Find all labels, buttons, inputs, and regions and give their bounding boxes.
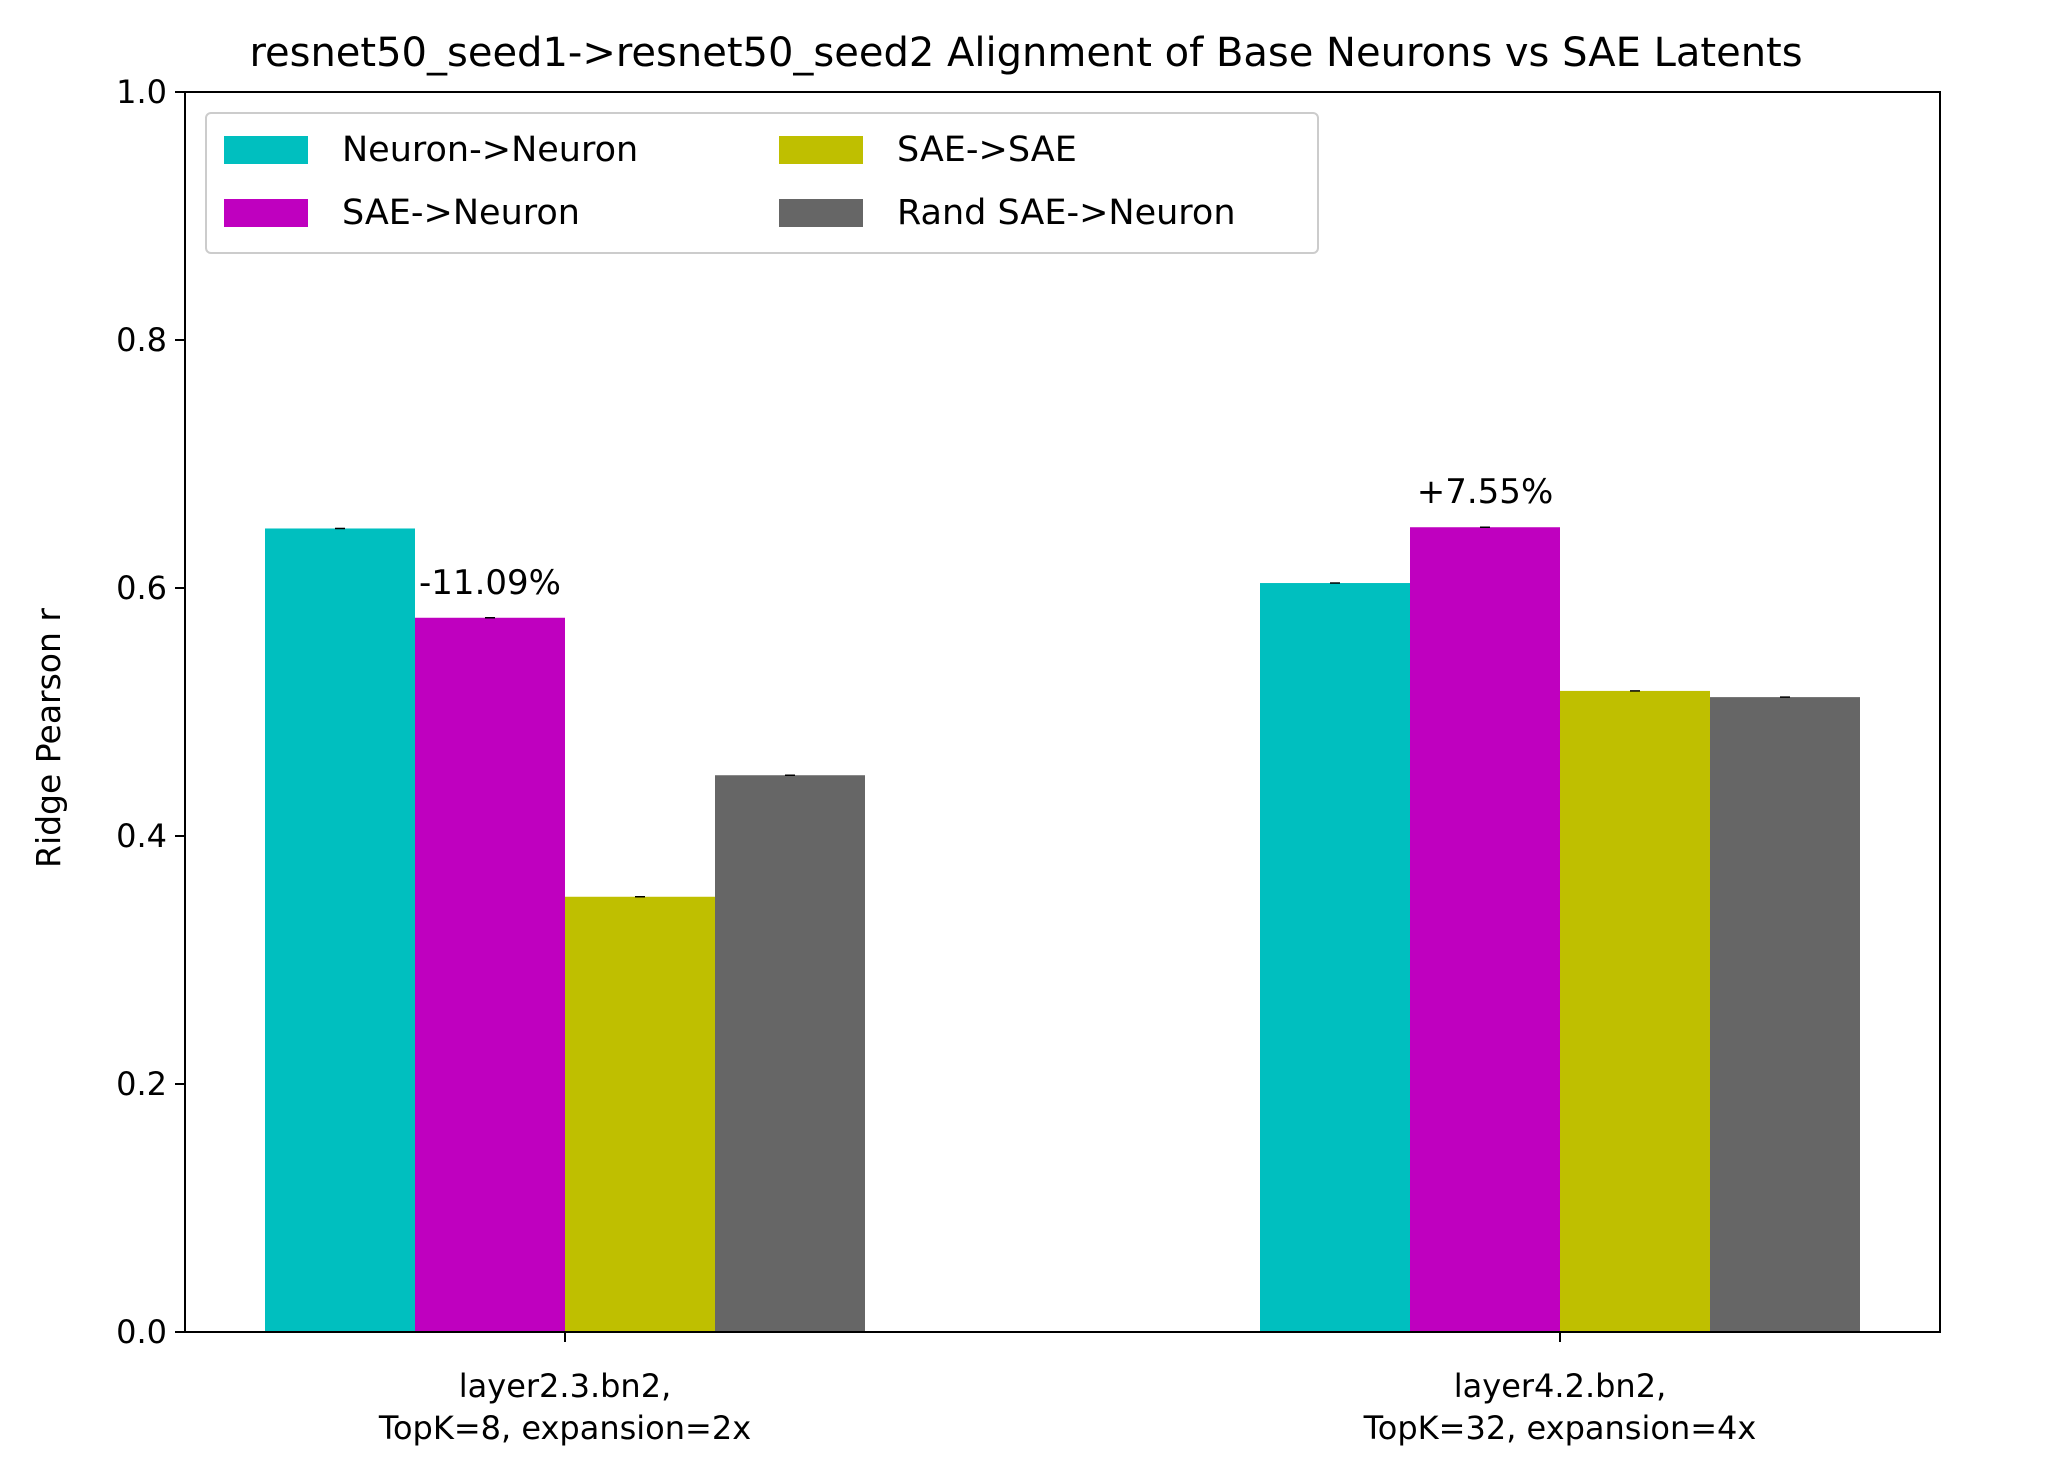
- legend-label-1: Neuron->Neuron: [342, 130, 638, 170]
- y-axis-label: Ridge Pearson r: [29, 608, 68, 868]
- bar-4-2: [1710, 697, 1860, 1332]
- x-tick-label-1-1: TopK=32, expansion=4x: [1363, 1409, 1757, 1447]
- ticks-group: 0.0 0.2 0.4 0.6 0.8 1.0 layer2.3.bn2, TopK=8, e…: [116, 73, 1756, 1447]
- chart-title: resnet50_seed1->resnet50_seed2 Alignment…: [249, 30, 1802, 76]
- bar-1-2: [1260, 583, 1410, 1332]
- y-tick-label-4: 0.8: [116, 321, 167, 359]
- y-tick-label-1: 0.2: [116, 1065, 167, 1103]
- legend-label-2: SAE->Neuron: [342, 193, 580, 233]
- bar-3-1: [565, 896, 715, 1332]
- x-tick-label-0-1: TopK=8, expansion=2x: [378, 1409, 751, 1447]
- axes-frame: [184, 91, 1941, 1333]
- bar-annotation-1: +7.55%: [1417, 472, 1554, 512]
- legend: Neuron->Neuron SAE->Neuron SAE->SAE Rand SA…: [205, 112, 1319, 254]
- bar-4-1: [715, 775, 865, 1332]
- y-tick-label-0: 0.0: [116, 1313, 167, 1351]
- bar-2-1: [415, 617, 565, 1332]
- x-tick-label-1-0: layer4.2.bn2,: [1454, 1367, 1666, 1405]
- bars-group: [265, 526, 1860, 1332]
- legend-box: [205, 112, 1319, 254]
- legend-label-3: SAE->SAE: [897, 130, 1077, 170]
- y-tick-label-5: 1.0: [116, 73, 167, 111]
- y-tick-label-3: 0.6: [116, 569, 167, 607]
- legend-label-4: Rand SAE->Neuron: [897, 193, 1236, 233]
- bar-annotation-0: -11.09%: [419, 563, 561, 603]
- bar-2-2: [1410, 527, 1560, 1332]
- y-tick-label-2: 0.4: [116, 817, 167, 855]
- legend-swatch-3: [779, 136, 863, 164]
- bar-3-2: [1560, 690, 1710, 1332]
- x-tick-label-0-0: layer2.3.bn2,: [459, 1367, 671, 1405]
- bar-1-1: [265, 528, 415, 1332]
- legend-swatch-4: [779, 199, 863, 227]
- annotations-group: -11.09% +7.55%: [419, 472, 1553, 603]
- legend-swatch-1: [224, 136, 308, 164]
- legend-swatch-2: [224, 199, 308, 227]
